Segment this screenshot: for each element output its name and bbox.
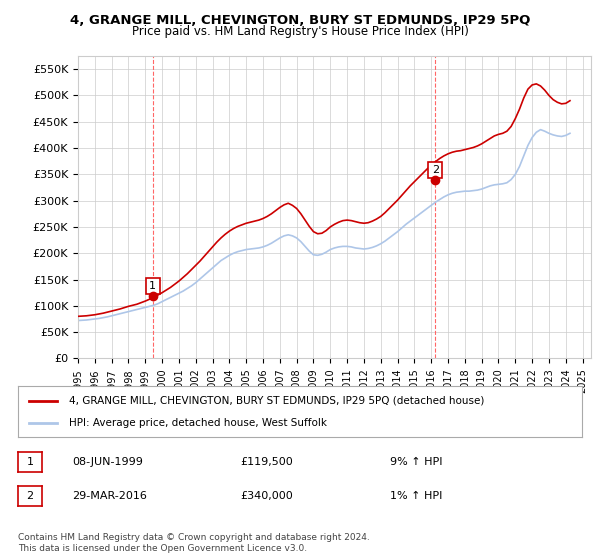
Text: 9% ↑ HPI: 9% ↑ HPI (390, 457, 443, 467)
Text: £340,000: £340,000 (240, 491, 293, 501)
Text: HPI: Average price, detached house, West Suffolk: HPI: Average price, detached house, West… (69, 418, 327, 428)
Text: 08-JUN-1999: 08-JUN-1999 (72, 457, 143, 467)
Text: 1: 1 (26, 457, 34, 467)
Text: Price paid vs. HM Land Registry's House Price Index (HPI): Price paid vs. HM Land Registry's House … (131, 25, 469, 38)
Text: 29-MAR-2016: 29-MAR-2016 (72, 491, 147, 501)
Text: 1% ↑ HPI: 1% ↑ HPI (390, 491, 442, 501)
Text: £119,500: £119,500 (240, 457, 293, 467)
Text: 4, GRANGE MILL, CHEVINGTON, BURY ST EDMUNDS, IP29 5PQ: 4, GRANGE MILL, CHEVINGTON, BURY ST EDMU… (70, 14, 530, 27)
Text: Contains HM Land Registry data © Crown copyright and database right 2024.
This d: Contains HM Land Registry data © Crown c… (18, 533, 370, 553)
Text: 2: 2 (26, 491, 34, 501)
Text: 1: 1 (149, 281, 156, 291)
Text: 2: 2 (431, 165, 439, 175)
Text: 4, GRANGE MILL, CHEVINGTON, BURY ST EDMUNDS, IP29 5PQ (detached house): 4, GRANGE MILL, CHEVINGTON, BURY ST EDMU… (69, 395, 484, 405)
